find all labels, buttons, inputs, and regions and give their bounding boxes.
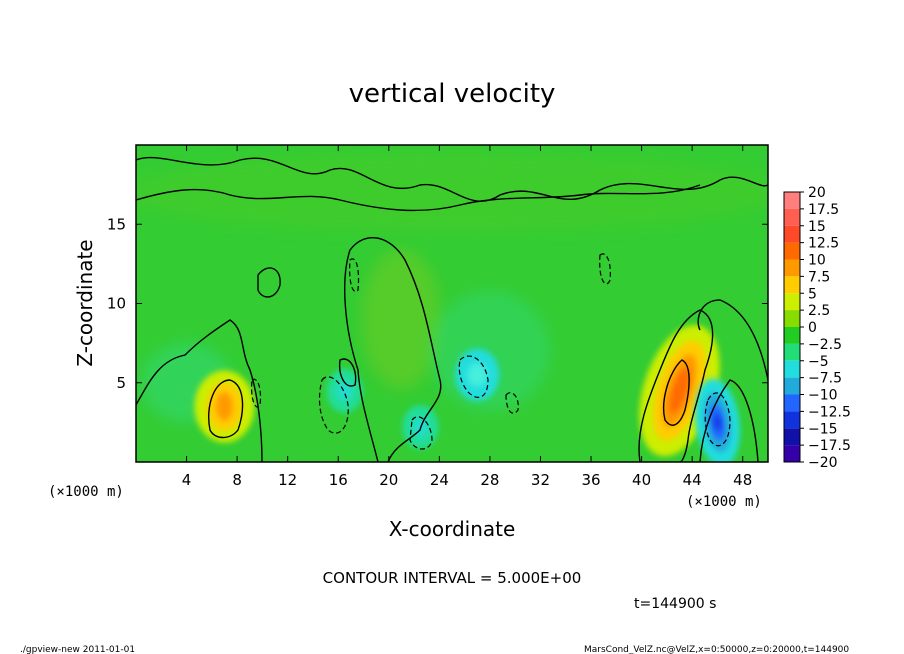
contour-line [257,267,281,298]
contour-line [505,392,519,414]
x-tick-label: 32 [531,471,550,489]
colorbar-label: 20 [808,185,826,201]
x-axis: 4 8 12 16 20 24 28 32 36 40 44 48 [182,145,752,489]
x-tick-label: 24 [430,471,449,489]
colorbar-swatch [784,343,800,361]
y-tick-label: 10 [107,295,126,313]
contour-line [697,299,768,381]
colorbar-swatch [784,377,800,395]
contour-line [136,184,701,212]
colorbar-label: 12.5 [808,236,839,252]
downdraft-core [467,362,488,387]
contour-line [338,358,357,387]
x-axis-label: X-coordinate [389,517,516,541]
y-tick-label: 5 [116,374,126,392]
colorbar-label: 10 [808,253,826,269]
x-unit-label-left: (×1000 m) [48,484,124,500]
updraft-core [216,392,233,421]
y-axis: 5 10 15 [107,215,768,392]
contour-lines [136,156,768,462]
x-tick-label: 36 [581,471,600,489]
footer-left: ./gpview-new 2011-01-01 [20,645,135,654]
colorbar-swatch [784,428,800,446]
colorbar-label: −12.5 [808,404,851,420]
colorbar-swatch [784,411,800,429]
contour-line [208,379,244,439]
contour-line [318,376,349,434]
colorbar-swatch [784,310,800,327]
contour-interval-text: CONTOUR INTERVAL = 5.000E+00 [323,569,582,587]
y-axis-label: Z-coordinate [73,239,97,366]
colorbar-label: 2.5 [808,303,830,319]
colorbar: 2017.51512.5107.552.50−2.5−5−7.5−10−12.5… [783,185,851,471]
colorbar-label: −5 [808,354,829,370]
x-tick-label: 48 [733,471,752,489]
chart-title: vertical velocity [349,79,556,109]
colorbar-swatch [784,242,800,260]
colorbar-label: −15 [808,421,838,437]
x-tick-label: 12 [278,471,297,489]
colorbar-swatch [784,225,800,243]
colorbar-label: 15 [808,219,826,235]
contour-line [344,237,442,462]
contour-line [136,319,263,462]
downdraft-core [714,414,721,431]
colorbar-label: −20 [808,455,838,471]
colorbar-swatch [784,208,800,226]
colorbar-swatch [784,445,800,462]
contour-line [699,379,759,462]
colorbar-label: 7.5 [808,269,830,285]
updraft-core [669,367,690,414]
contour-line [458,355,489,398]
colorbar-label: −17.5 [808,438,851,454]
contour-line [663,359,690,426]
colorbar-swatch [784,394,800,412]
colorbar-label: 5 [808,286,817,302]
colorbar-label: −7.5 [808,371,842,387]
colorbar-label: −10 [808,388,838,404]
contour-line [136,156,768,202]
contour-line [409,416,433,450]
x-tick-label: 8 [232,471,242,489]
x-tick-label: 4 [182,471,192,489]
colorbar-swatch [784,259,800,277]
contour-line [599,253,611,285]
colorbar-swatch [784,192,800,209]
colorbar-label: 0 [808,320,817,336]
contour-line [638,309,714,462]
plot-area [136,145,768,462]
colorbar-swatch [784,327,800,344]
x-tick-label: 40 [632,471,651,489]
y-tick-label: 15 [107,215,126,233]
contour-line [704,392,731,447]
x-tick-label: 20 [379,471,398,489]
plume [361,249,442,390]
colorbar-swatch [784,360,800,378]
colorbar-label: −2.5 [808,337,842,353]
contour-line [349,258,360,293]
time-text: t=144900 s [634,596,716,612]
colorbar-swatch [784,276,800,294]
x-tick-label: 28 [480,471,499,489]
x-tick-label: 16 [329,471,348,489]
footer-right: MarsCond_VelZ.nc@VelZ,x=0:50000,z=0:2000… [584,645,849,654]
x-tick-label: 44 [683,471,702,489]
x-unit-label-right: (×1000 m) [686,494,762,510]
colorbar-label: 17.5 [808,202,839,218]
colorbar-swatch [784,293,800,311]
